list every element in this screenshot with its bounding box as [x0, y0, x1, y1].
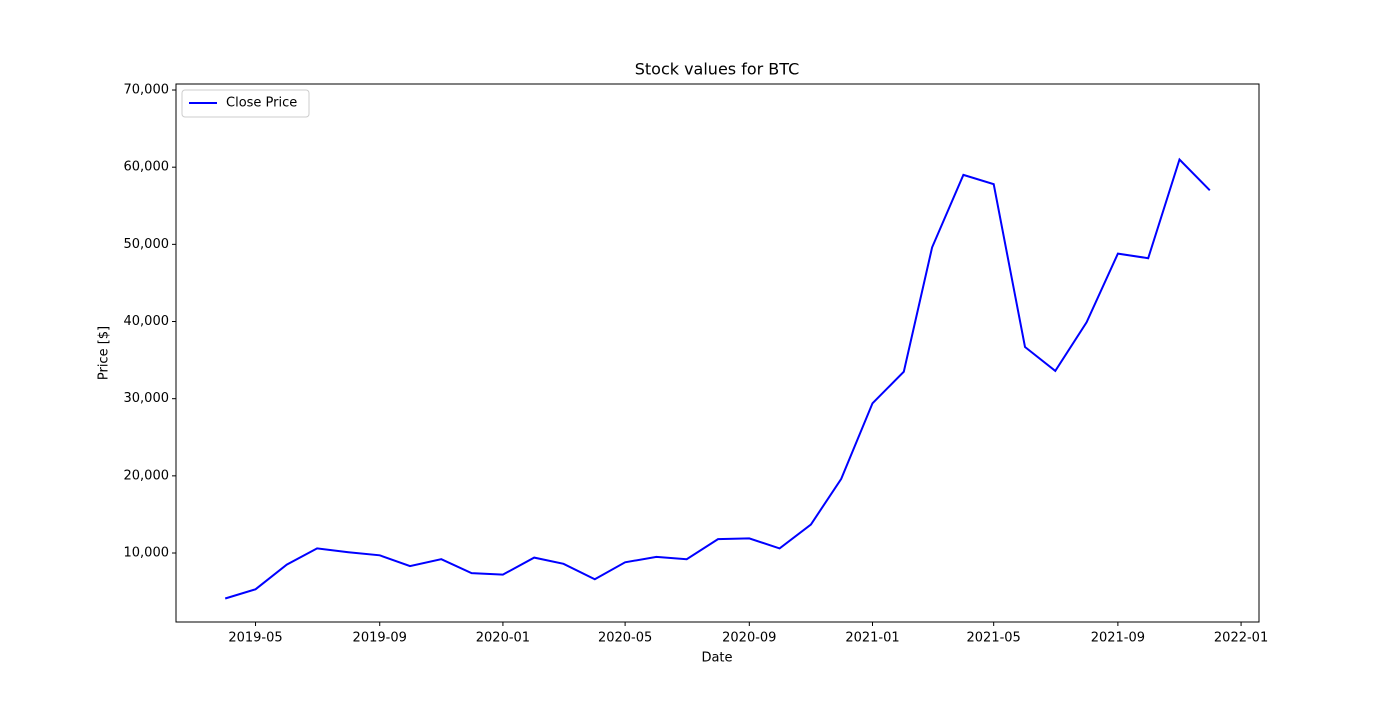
- y-tick-label: 20,000: [124, 468, 170, 483]
- x-tick-label: 2021-01: [845, 631, 899, 646]
- x-tick-label: 2019-05: [228, 631, 282, 646]
- y-tick-label: 70,000: [124, 83, 170, 98]
- y-tick-label: 40,000: [124, 314, 170, 329]
- x-tick-label: 2019-09: [353, 631, 407, 646]
- x-tick-label: 2020-09: [722, 631, 776, 646]
- x-tick-label: 2021-05: [967, 631, 1021, 646]
- x-tick-label: 2022-01: [1214, 631, 1268, 646]
- chart-title: Stock values for BTC: [635, 60, 800, 79]
- legend-box: [181, 89, 310, 118]
- y-axis-label: Price [$]: [97, 326, 112, 380]
- y-tick-label: 10,000: [124, 546, 170, 561]
- x-axis-label: Date: [701, 651, 732, 666]
- y-tick-label: 30,000: [124, 391, 170, 406]
- legend-label: Close Price: [226, 96, 297, 111]
- x-tick-label: 2021-09: [1091, 631, 1145, 646]
- x-tick-label: 2020-05: [598, 631, 652, 646]
- y-tick-label: 50,000: [124, 237, 170, 252]
- x-tick-label: 2020-01: [476, 631, 530, 646]
- plot-frame: [175, 83, 1260, 623]
- y-tick-label: 60,000: [124, 160, 170, 175]
- price-line: [224, 157, 1211, 600]
